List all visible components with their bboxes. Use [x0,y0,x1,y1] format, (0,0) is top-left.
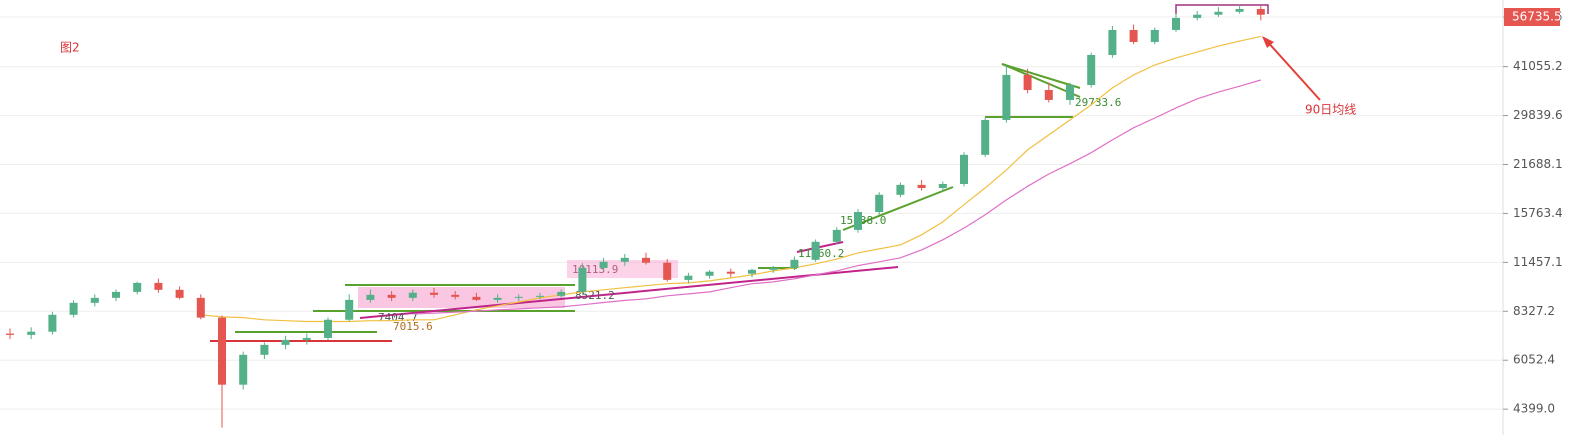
candle-body [1193,14,1202,18]
trend-line [796,241,844,253]
candle-body [302,337,311,340]
y-tick-label: 15763.4 [1513,206,1563,220]
y-tick-label: 4399.0 [1513,402,1555,416]
candle-body [1235,8,1244,12]
candle-body [239,354,248,385]
candle-body [663,262,672,280]
candle-body [451,294,460,297]
candle-body [345,299,354,320]
candle-body [1087,54,1096,85]
candle-body [218,317,226,385]
candle-body [175,289,184,298]
candle-body [1214,11,1223,15]
candle-body [324,319,332,338]
candle-body [620,257,629,262]
candle-body [578,267,587,292]
moving-average [200,35,1261,323]
arrow [1265,39,1321,101]
y-tick-label: 21688.1 [1513,157,1563,171]
candle-body [48,314,57,332]
annotation: 15638.0 [840,214,886,227]
candle-body [536,295,544,297]
candle-body [281,339,290,345]
candle-body [472,296,481,300]
candle-body [1023,74,1032,90]
y-tick-label: 6052.4 [1513,353,1555,367]
y-tick-label: 11457.1 [1513,255,1563,269]
candle-body [387,294,396,298]
candle-body [769,267,778,270]
candle-body [875,194,884,213]
y-tick-label: 8327.2 [1513,304,1555,318]
candle-body [1002,74,1011,120]
candle-body [854,212,862,230]
candle-body [1044,89,1053,100]
candle-body [1108,29,1117,55]
candle-body [811,241,820,260]
candle-body [112,291,120,298]
candle-body [430,292,438,295]
annotation: 90日均线 [1305,103,1356,117]
candle-body [981,119,990,155]
candle-body [748,269,756,274]
price-tag [1504,8,1560,26]
trend-line [1175,4,1269,14]
candle-body [938,183,947,189]
moving-average [412,79,1261,315]
figure-label: 图2 [60,41,80,55]
candle-body [408,292,417,298]
annotation: 11260.2 [798,247,844,260]
annotation: 7015.6 [393,320,433,333]
candle-body [832,229,841,242]
candle-body [366,294,375,300]
candle-body [90,297,99,303]
candle-body [1150,29,1159,42]
candle-body [133,282,142,292]
trend-line [1001,63,1081,89]
candle-body [1066,84,1074,100]
drawings [210,4,1321,342]
candle-body [599,261,608,268]
candle-body [896,184,905,195]
candle-body [1129,29,1138,42]
candle-body [726,271,735,274]
candle-body [154,282,163,290]
candle-body [260,344,269,355]
price-tag-label: 56735.5 [1512,10,1562,24]
candle-body [917,184,926,189]
candle-body [196,297,205,318]
candle-body [69,302,78,315]
annotation: 29733.6 [1075,96,1121,109]
y-tick-label: 29839.6 [1513,108,1563,122]
zone [567,260,678,278]
y-tick-label: 41055.2 [1513,59,1563,73]
candle-body [960,154,968,184]
candle-body [684,275,693,280]
candle-body [557,291,566,296]
arrow-head [1262,36,1274,48]
candle-body [1256,8,1265,15]
grid [0,16,1503,410]
candle-body [27,331,36,335]
candle-body [642,257,650,263]
trend-line [359,266,899,319]
candle-body [493,297,502,300]
candle-body [1172,17,1180,30]
candle-body [514,296,523,298]
candle-body [705,271,714,276]
candle-body [790,259,799,268]
candle-body [6,333,14,335]
